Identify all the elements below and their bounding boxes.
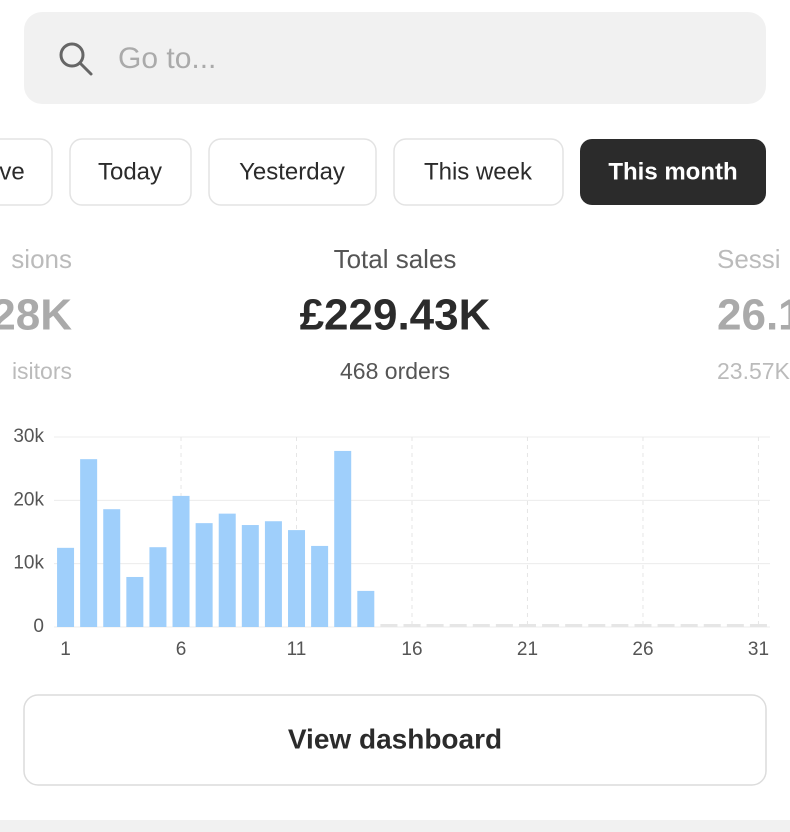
x-tick-label: 1 — [60, 639, 71, 660]
bar — [103, 509, 121, 627]
bar-empty — [634, 624, 652, 627]
bar-empty — [657, 624, 675, 627]
x-tick-label: 16 — [401, 639, 422, 660]
tab-label: This month — [608, 158, 737, 185]
bar-empty — [472, 624, 490, 627]
x-tick-label: 6 — [176, 639, 187, 660]
bar-empty — [588, 624, 606, 627]
bar-empty — [611, 624, 629, 627]
bar — [357, 590, 375, 627]
bar — [218, 513, 236, 627]
tab-active[interactable] — [580, 139, 766, 205]
tab-label: ve — [0, 158, 25, 185]
bar — [288, 530, 306, 627]
x-tick-label: 26 — [632, 639, 653, 660]
search-icon — [78, 61, 93, 76]
bar-empty — [380, 624, 398, 627]
bar — [149, 547, 167, 627]
bar — [80, 459, 98, 627]
footer-strip — [0, 820, 790, 832]
bar — [195, 523, 213, 627]
tab[interactable] — [0, 138, 53, 206]
bar — [311, 545, 329, 627]
bar-empty — [749, 624, 767, 627]
bar — [126, 576, 144, 627]
tab-label: Yesterday — [239, 158, 345, 185]
tab[interactable] — [393, 138, 564, 206]
tab-label: Today — [98, 158, 162, 185]
bar-empty — [403, 624, 421, 627]
metric-label: Total sales — [334, 244, 457, 274]
metric-value: 26.1 — [717, 291, 790, 340]
bar — [241, 525, 259, 627]
y-tick-label: 0 — [33, 616, 44, 637]
search-bar[interactable] — [24, 12, 766, 104]
tab[interactable] — [208, 138, 377, 206]
x-tick-label: 31 — [748, 639, 769, 660]
metric-sub: 23.57K — [717, 358, 790, 384]
bar-empty — [426, 624, 444, 627]
bar-empty — [565, 624, 583, 627]
metric-label: Sessi — [717, 244, 781, 274]
tab-label: This week — [424, 158, 533, 185]
bar — [172, 495, 190, 627]
bar-empty — [495, 624, 513, 627]
metric-value: 28K — [0, 291, 72, 340]
y-tick-label: 10k — [13, 553, 44, 574]
x-tick-label: 11 — [287, 639, 307, 660]
y-tick-label: 20k — [13, 489, 44, 510]
bar-empty — [542, 624, 560, 627]
button-label: View dashboard — [288, 723, 502, 754]
tab[interactable] — [69, 138, 192, 206]
x-tick-label: 21 — [517, 639, 538, 660]
bar-empty — [680, 624, 698, 627]
metric-sub: 468 orders — [340, 358, 450, 384]
bar-empty — [703, 624, 721, 627]
bar-empty — [518, 624, 536, 627]
bar — [57, 547, 75, 627]
search-icon — [59, 42, 85, 68]
metric-label: sions — [11, 244, 72, 274]
metric-sub: isitors — [12, 358, 72, 384]
bar — [334, 450, 352, 627]
bar — [264, 521, 282, 627]
y-tick-label: 30k — [13, 426, 44, 447]
search-placeholder: Go to... — [118, 42, 216, 75]
bar-empty — [726, 624, 744, 627]
bar-empty — [449, 624, 467, 627]
metric-value: £229.43K — [300, 291, 491, 340]
button[interactable] — [23, 694, 767, 786]
